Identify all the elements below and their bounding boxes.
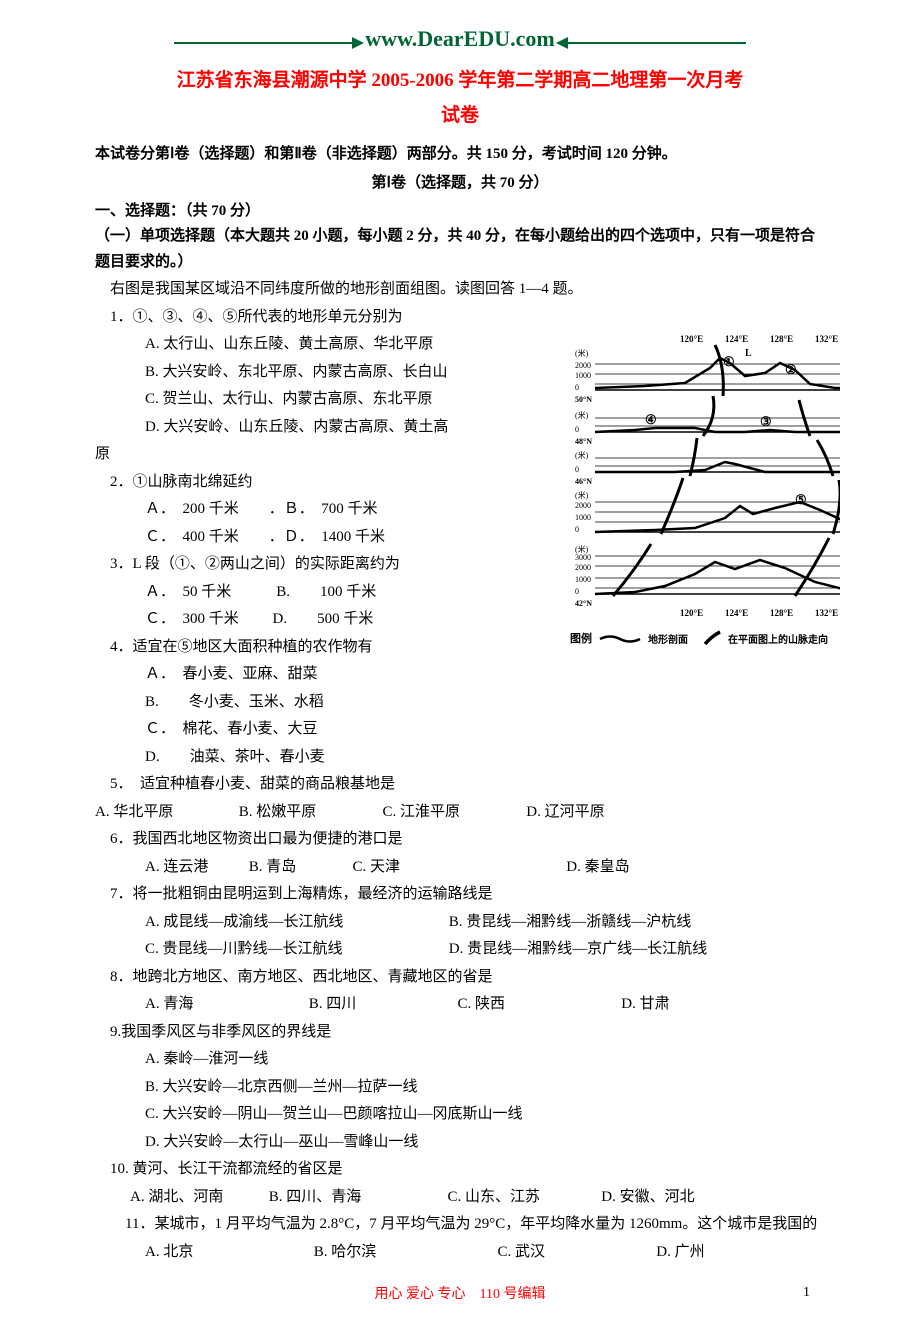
- svg-text:(米): (米): [575, 410, 589, 420]
- svg-text:1000: 1000: [575, 575, 591, 584]
- footer-text: 用心 爱心 专心 110 号编辑: [95, 1283, 825, 1307]
- q9-opt-a: A. 秦岭—淮河一线: [95, 1047, 825, 1073]
- logo-text: www.DearEDU.com: [365, 20, 554, 57]
- q9-opt-b: B. 大兴安岭—北京西侧—兰州—拉萨一线: [95, 1075, 825, 1101]
- q4-opt-c: Ｃ． 棉花、春小麦、大豆: [95, 717, 825, 743]
- lon-label: 132°E: [815, 334, 838, 344]
- svg-text:2000: 2000: [575, 361, 591, 370]
- svg-text:46°N: 46°N: [575, 477, 592, 486]
- q9-opt-c: C. 大兴安岭—阴山—贺兰山—巴颜喀拉山—冈底斯山一线: [95, 1102, 825, 1128]
- svg-text:④: ④: [645, 412, 657, 427]
- part1: 一、选择题：（共 70 分）: [95, 199, 825, 225]
- q9: 9.我国季风区与非季风区的界线是: [95, 1020, 825, 1046]
- svg-text:0: 0: [575, 525, 579, 534]
- svg-text:1000: 1000: [575, 513, 591, 522]
- svg-text:0: 0: [575, 587, 579, 596]
- svg-text:128°E: 128°E: [770, 608, 793, 618]
- svg-text:③: ③: [760, 414, 772, 429]
- q8-opts: A. 青海 B. 四川 C. 陕西 D. 甘肃: [95, 992, 825, 1018]
- q1: 1．①、③、④、⑤所代表的地形单元分别为: [95, 305, 825, 331]
- svg-text:132°E: 132°E: [815, 608, 838, 618]
- q4-opt-b: B. 冬小麦、玉米、水稻: [95, 690, 825, 716]
- title-main: 江苏省东海县潮源中学 2005-2006 学年第二学期高二地理第一次月考: [95, 65, 825, 97]
- q7-opts-1: A. 成昆线—成渝线—长江航线 B. 贵昆线—湘黔线—浙赣线—沪杭线: [95, 910, 825, 936]
- lon-label: 120°E: [680, 334, 703, 344]
- svg-text:42°N: 42°N: [575, 599, 592, 608]
- instruction-header: 本试卷分第Ⅰ卷（选择题）和第Ⅱ卷（非选择题）两部分。共 150 分，考试时间 1…: [95, 142, 825, 168]
- q7: 7．将一批粗铜由昆明运到上海精炼，最经济的运输路线是: [95, 882, 825, 908]
- terrain-figure: 120°E 124°E 128°E 132°E (米) 2000 1000 0 …: [570, 332, 840, 677]
- section-i-header: 第Ⅰ卷（选择题，共 70 分）: [95, 171, 825, 197]
- svg-text:0: 0: [575, 425, 579, 434]
- svg-text:2000: 2000: [575, 563, 591, 572]
- subpart1: （一）单项选择题（本大题共 20 小题，每小题 2 分，共 40 分，在每小题给…: [95, 224, 825, 275]
- svg-text:50°N: 50°N: [575, 395, 592, 404]
- q10: 10. 黄河、长江干流都流经的省区是: [95, 1157, 825, 1183]
- svg-text:1000: 1000: [575, 371, 591, 380]
- q11-opts: A. 北京 B. 哈尔滨 C. 武汉 D. 广州: [95, 1240, 825, 1266]
- lon-label: 128°E: [770, 334, 793, 344]
- svg-text:(米): (米): [575, 450, 589, 460]
- q8: 8．地跨北方地区、南方地区、西北地区、青藏地区的省是: [95, 965, 825, 991]
- q10-opts: A. 湖北、河南 B. 四川、青海 C. 山东、江苏 D. 安徽、河北: [95, 1185, 825, 1211]
- q9-opt-d: D. 大兴安岭—太行山—巫山—雪峰山一线: [95, 1130, 825, 1156]
- q6: 6．我国西北地区物资出口最为便捷的港口是: [95, 827, 825, 853]
- svg-text:48°N: 48°N: [575, 437, 592, 446]
- svg-text:0: 0: [575, 465, 579, 474]
- svg-text:②: ②: [785, 362, 797, 377]
- q4-opt-d: D. 油菜、茶叶、春小麦: [95, 745, 825, 771]
- svg-text:0: 0: [575, 383, 579, 392]
- lon-label: 124°E: [725, 334, 748, 344]
- svg-text:124°E: 124°E: [725, 608, 748, 618]
- q7-opts-2: C. 贵昆线—川黔线—长江航线 D. 贵昆线—湘黔线—京广线—长江航线: [95, 937, 825, 963]
- svg-text:(米): (米): [575, 348, 589, 358]
- q5-opts: A. 华北平原 B. 松嫩平原 C. 江淮平原 D. 辽河平原: [95, 800, 825, 826]
- intro-text: 右图是我国某区域沿不同纬度所做的地形剖面组图。读图回答 1—4 题。: [95, 277, 825, 303]
- svg-text:(米): (米): [575, 490, 589, 500]
- content-wrap: 120°E 124°E 128°E 132°E (米) 2000 1000 0 …: [95, 277, 825, 1265]
- logo-row: www.DearEDU.com: [95, 20, 825, 57]
- q5: 5． 适宜种植春小麦、甜菜的商品粮基地是: [95, 772, 825, 798]
- svg-text:①: ①: [723, 354, 735, 369]
- svg-text:3000: 3000: [575, 553, 591, 562]
- svg-text:⑤: ⑤: [795, 492, 807, 507]
- title-sub: 试卷: [95, 100, 825, 132]
- q6-opts: A. 连云港 B. 青岛 C. 天津 D. 秦皇岛: [95, 855, 825, 881]
- svg-text:在平面图上的山脉走向: 在平面图上的山脉走向: [728, 633, 828, 646]
- svg-text:地形剖面: 地形剖面: [648, 633, 688, 646]
- svg-text:2000: 2000: [575, 501, 591, 510]
- q11: 11．某城市，1 月平均气温为 2.8°C，7 月平均气温为 29°C，年平均降…: [95, 1212, 825, 1238]
- svg-text:L: L: [745, 348, 752, 359]
- svg-text:120°E: 120°E: [680, 608, 703, 618]
- svg-text:图例: 图例: [570, 631, 592, 645]
